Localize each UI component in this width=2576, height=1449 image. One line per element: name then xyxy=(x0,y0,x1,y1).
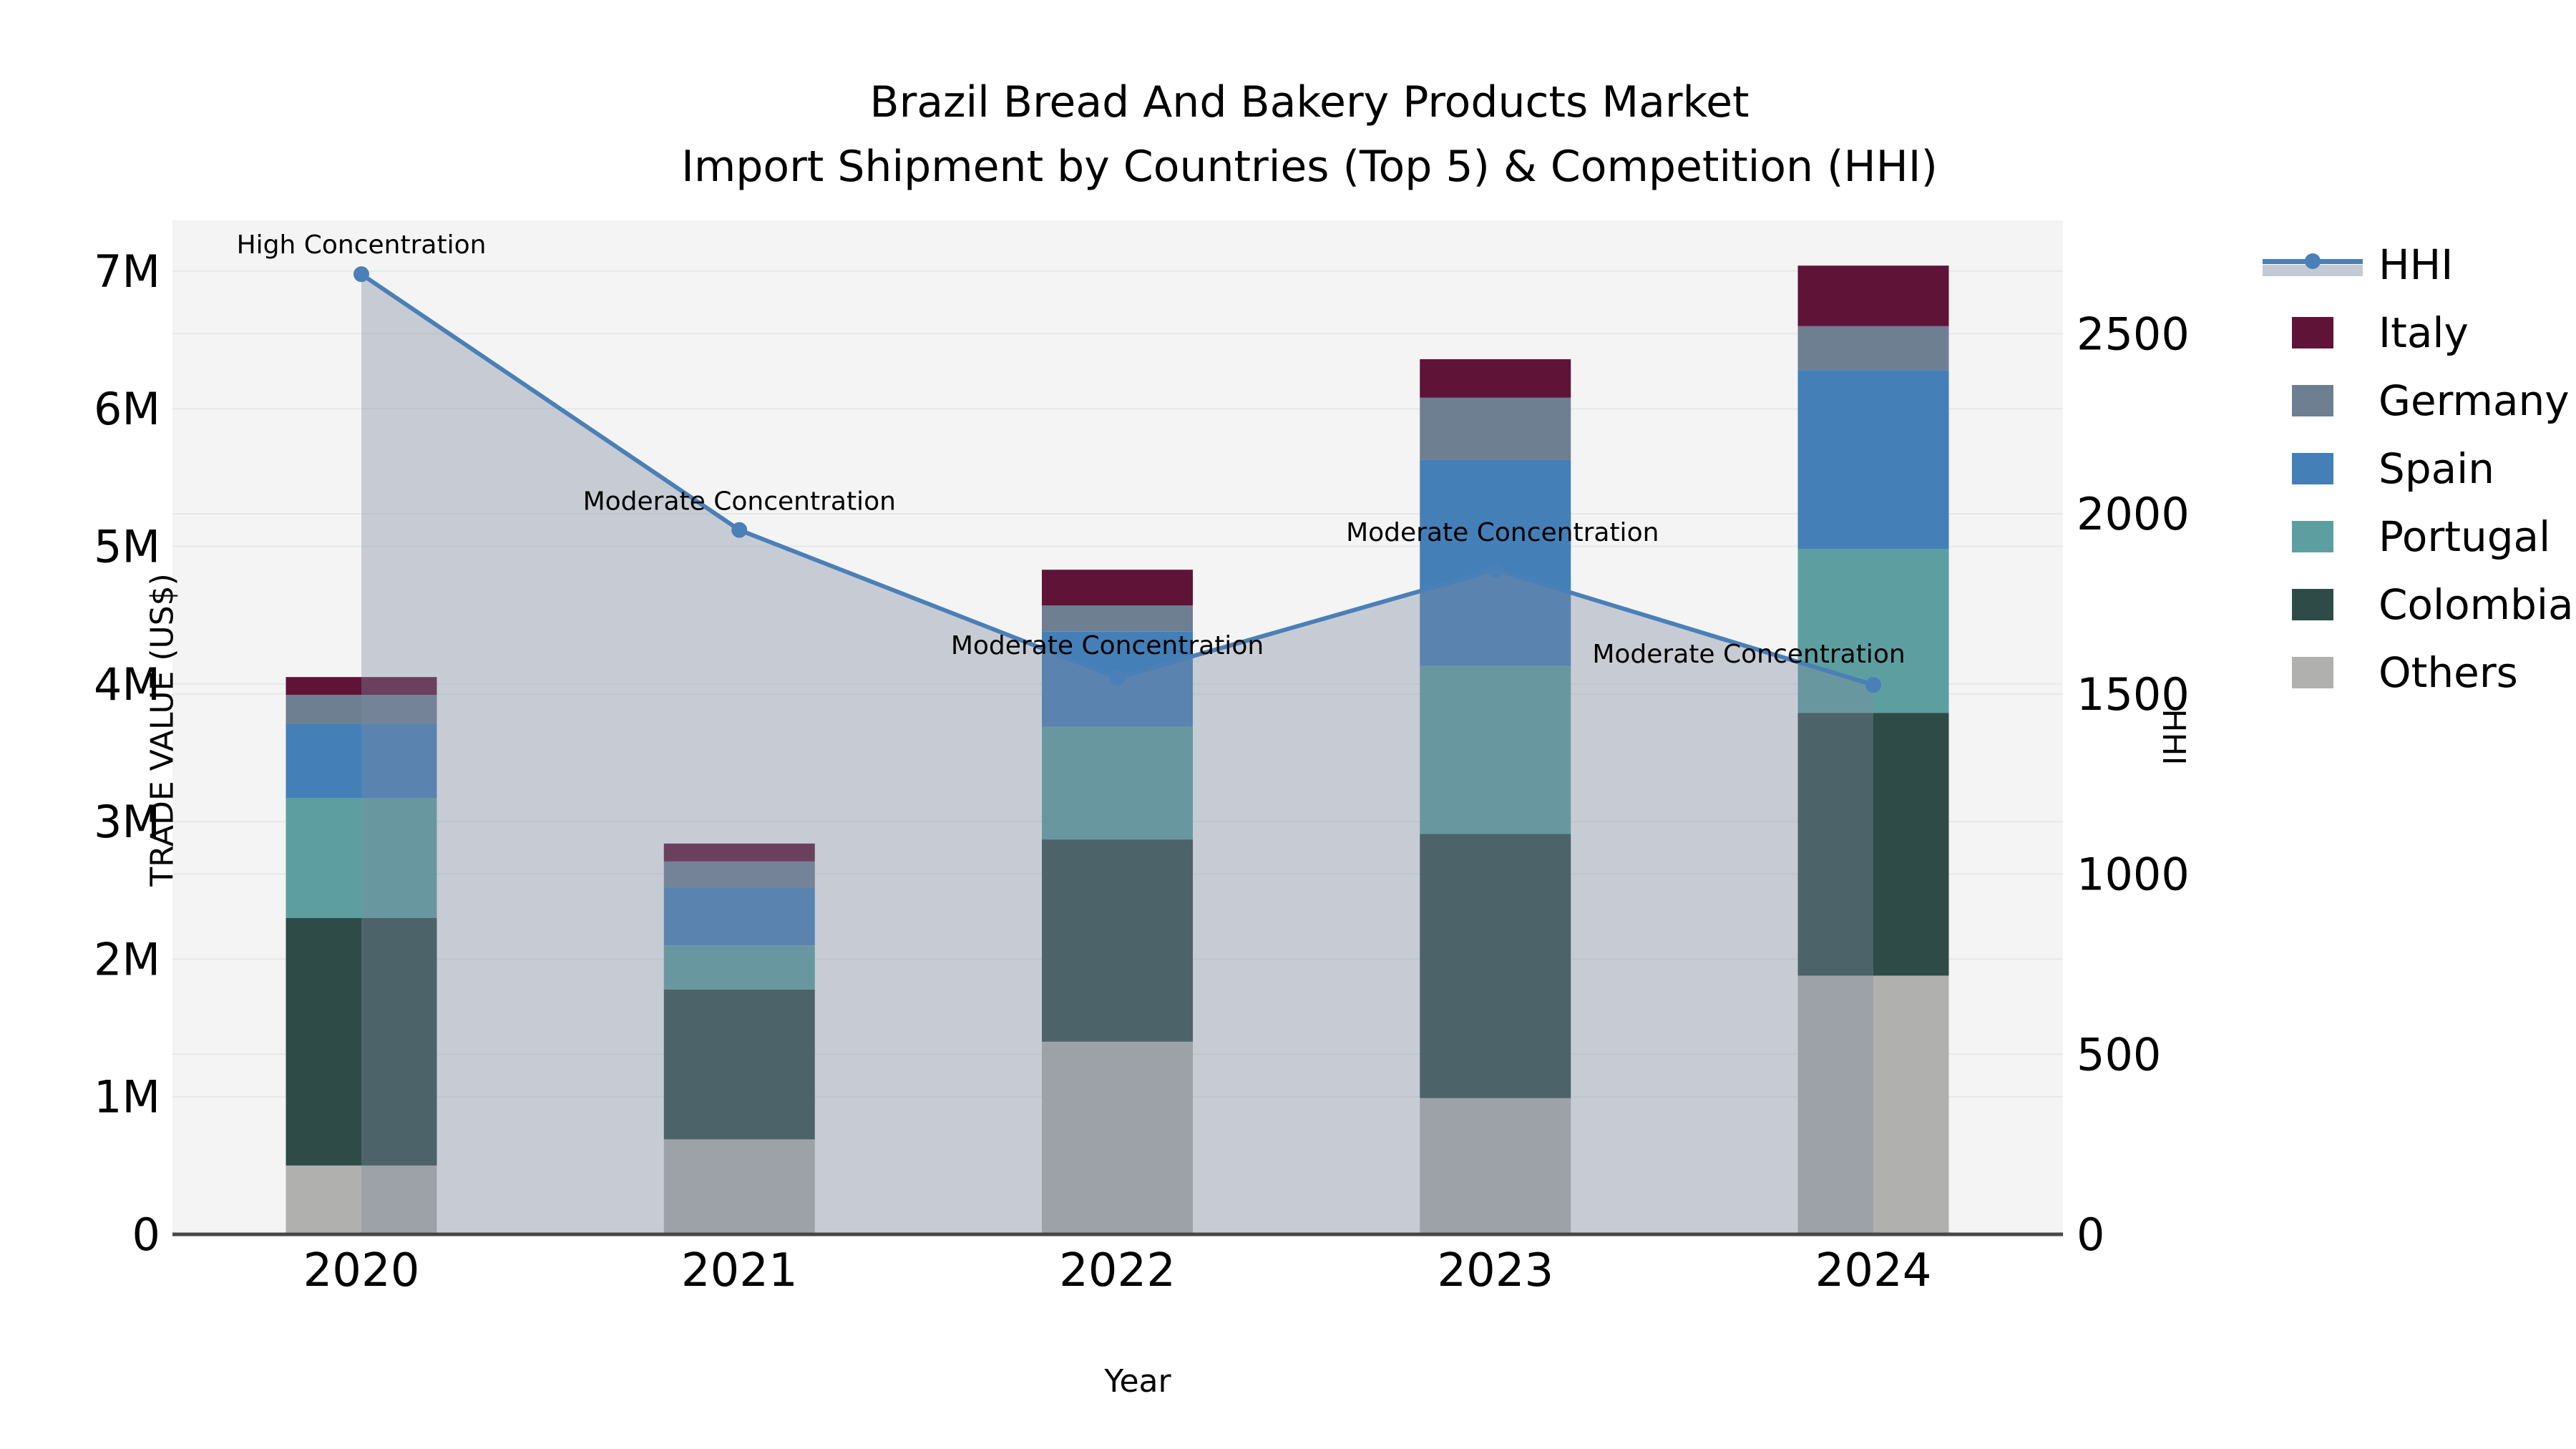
y-left-tick-4M: 4M xyxy=(94,658,160,711)
bar-segment-2021-colombia xyxy=(663,989,815,1140)
y-left-tick-7M: 7M xyxy=(94,245,160,298)
legend-label-portugal: Portugal xyxy=(2379,512,2551,561)
legend-item-portugal: Portugal xyxy=(2260,502,2574,570)
bar-segment-2020-spain xyxy=(286,723,437,799)
germany-color-swatch-icon xyxy=(2260,384,2366,416)
chart-title-line1: Brazil Bread And Bakery Products Market xyxy=(869,77,1750,127)
bar-segment-2020-colombia xyxy=(286,917,437,1166)
others-color-swatch-icon xyxy=(2260,656,2366,688)
legend-item-italy: Italy xyxy=(2260,298,2574,366)
bar-segment-2020-germany xyxy=(286,695,437,724)
hhi-marker-2021 xyxy=(731,522,748,538)
bar-segment-2022-germany xyxy=(1042,605,1193,632)
bar-segment-2020-others xyxy=(286,1165,437,1234)
y-right-tick-1500: 1500 xyxy=(2077,668,2190,721)
annotation-2021: Moderate Concentration xyxy=(583,487,896,517)
y-right-tick-500: 500 xyxy=(2077,1028,2161,1080)
bar-segment-2022-colombia xyxy=(1042,839,1193,1042)
y-right-tick-0: 0 xyxy=(2077,1209,2104,1261)
bar-segment-2022-italy xyxy=(1042,570,1193,606)
legend-label-colombia: Colombia xyxy=(2379,580,2574,629)
x-tick-2020: 2020 xyxy=(303,1244,420,1297)
bar-segment-2023-portugal xyxy=(1420,665,1571,834)
y-right-tick-1000: 1000 xyxy=(2077,849,2190,901)
bar-segment-2021-others xyxy=(663,1139,815,1234)
y-right-tick-2500: 2500 xyxy=(2077,308,2190,360)
legend-item-hhi: HHI xyxy=(2260,230,2574,298)
bar-segment-2023-germany xyxy=(1420,397,1571,460)
legend-label-italy: Italy xyxy=(2379,308,2469,357)
legend-label-hhi: HHI xyxy=(2379,240,2454,289)
y-left-tick-5M: 5M xyxy=(94,521,160,573)
hhi-marker-2020 xyxy=(353,266,369,283)
x-tick-2024: 2024 xyxy=(1815,1244,1932,1297)
legend-label-others: Others xyxy=(2379,648,2518,697)
x-axis-title: Year xyxy=(1104,1363,1171,1400)
annotation-2024: Moderate Concentration xyxy=(1592,640,1905,669)
bar-segment-2020-italy xyxy=(286,677,437,696)
bar-segment-2024-italy xyxy=(1797,265,1949,326)
hhi-area-fill xyxy=(361,274,1873,1234)
bar-segment-2024-spain xyxy=(1797,370,1949,550)
y-left-tick-0: 0 xyxy=(132,1209,160,1261)
italy-color-swatch-icon xyxy=(2260,316,2366,348)
hhi-marker-2022 xyxy=(1109,670,1126,686)
bar-segment-2021-germany xyxy=(663,861,815,888)
bar-segment-2020-portugal xyxy=(286,798,437,918)
annotation-2020: High Concentration xyxy=(237,230,487,260)
colombia-color-swatch-icon xyxy=(2260,588,2366,620)
y-left-tick-3M: 3M xyxy=(94,796,160,848)
legend-item-spain: Spain xyxy=(2260,434,2574,502)
hhi-marker-2024 xyxy=(1865,677,1881,693)
bar-segment-2023-colombia xyxy=(1420,834,1571,1098)
y-left-tick-6M: 6M xyxy=(94,383,160,435)
chart-title-line2: Import Shipment by Countries (Top 5) & C… xyxy=(681,142,1938,192)
bar-segment-2023-others xyxy=(1420,1098,1571,1234)
x-tick-2023: 2023 xyxy=(1437,1244,1553,1297)
hhi-line-swatch-icon xyxy=(2260,252,2366,278)
annotation-2023: Moderate Concentration xyxy=(1346,518,1659,547)
bar-segment-2023-italy xyxy=(1420,358,1571,398)
y-right-tick-2000: 2000 xyxy=(2077,488,2190,540)
legend-label-spain: Spain xyxy=(2379,444,2495,493)
bar-segment-2022-portugal xyxy=(1042,726,1193,840)
y-left-tick-2M: 2M xyxy=(94,933,160,985)
bar-segment-2024-colombia xyxy=(1797,713,1949,976)
legend: HHI Italy Germany Spain Portugal Colombia Othe… xyxy=(2260,230,2574,706)
legend-item-colombia: Colombia xyxy=(2260,570,2574,638)
legend-item-others: Others xyxy=(2260,638,2574,706)
bar-segment-2021-italy xyxy=(663,843,815,862)
portugal-color-swatch-icon xyxy=(2260,520,2366,552)
y-axis-title-left: TRADE VALUE (US$) xyxy=(144,573,181,887)
hhi-marker-2023 xyxy=(1487,562,1503,578)
y-axis-title-right: HHI xyxy=(2155,708,2192,766)
legend-label-germany: Germany xyxy=(2379,376,2570,425)
bar-segment-2024-germany xyxy=(1797,326,1949,371)
bar-segment-2024-others xyxy=(1797,975,1949,1234)
y-left-tick-1M: 1M xyxy=(94,1071,160,1123)
x-tick-2021: 2021 xyxy=(681,1244,798,1297)
spain-color-swatch-icon xyxy=(2260,452,2366,484)
bar-segment-2022-others xyxy=(1042,1041,1193,1234)
annotation-2022: Moderate Concentration xyxy=(951,631,1264,660)
bar-segment-2021-portugal xyxy=(663,945,815,990)
legend-item-germany: Germany xyxy=(2260,366,2574,434)
bar-segment-2021-spain xyxy=(663,887,815,946)
x-tick-2022: 2022 xyxy=(1059,1244,1176,1297)
